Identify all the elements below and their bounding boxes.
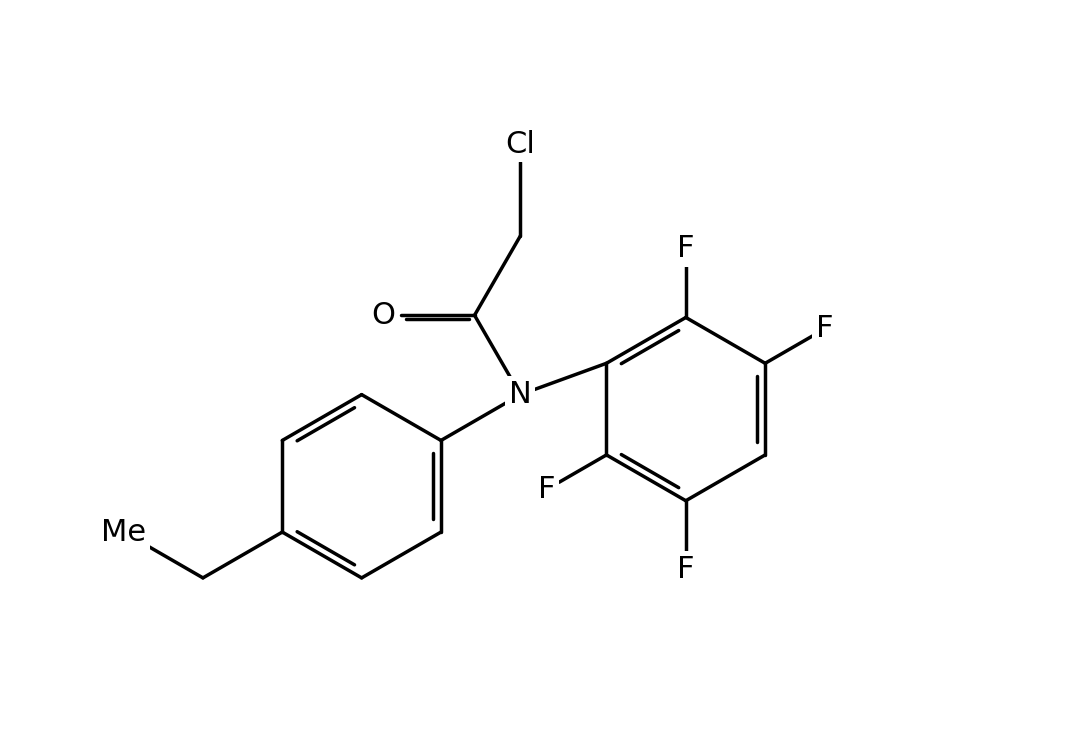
Text: Cl: Cl — [506, 130, 535, 159]
Text: F: F — [677, 234, 694, 263]
Text: O: O — [370, 301, 395, 329]
Text: F: F — [815, 314, 834, 343]
Text: Me: Me — [101, 517, 146, 547]
Text: F: F — [538, 475, 556, 504]
Text: F: F — [677, 555, 694, 584]
Text: N: N — [509, 380, 532, 409]
